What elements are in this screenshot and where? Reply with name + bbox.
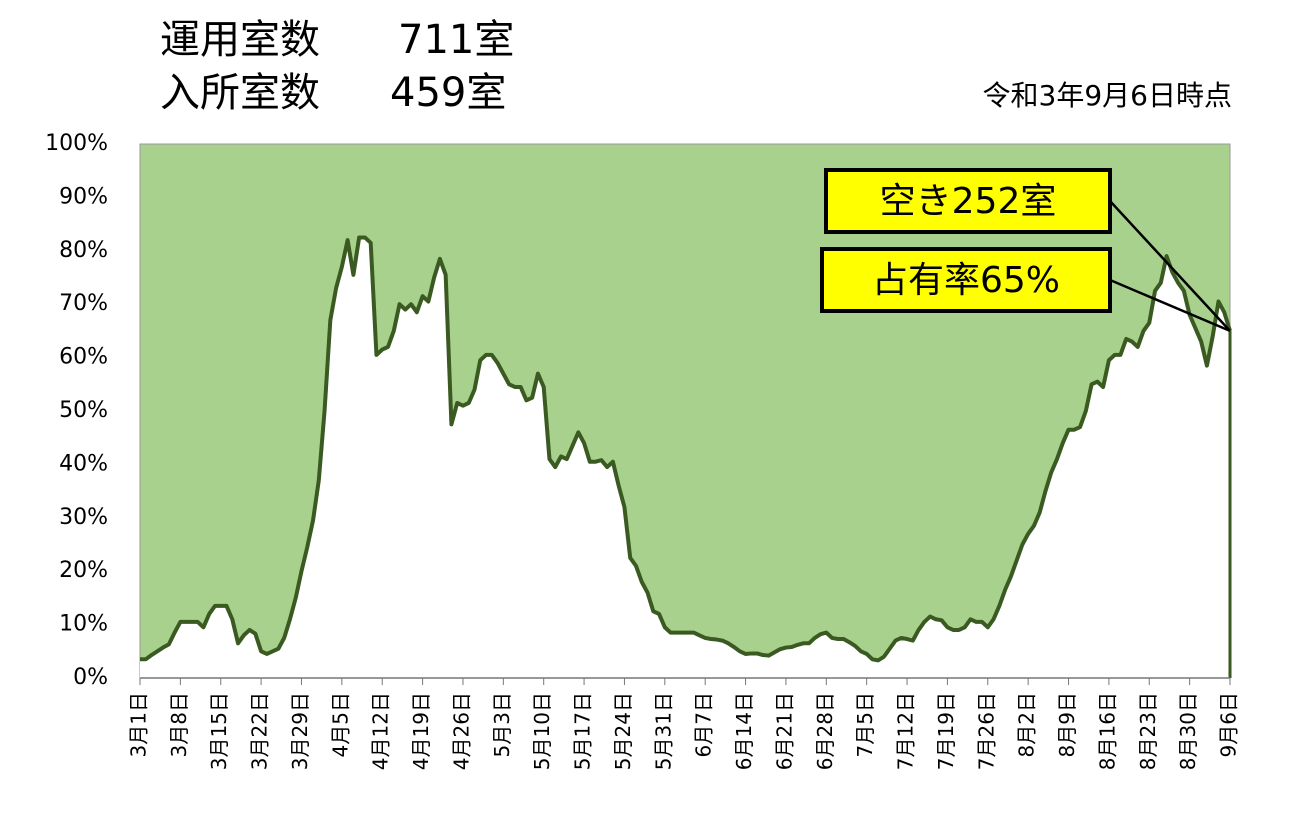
x-tick-label: 4月26日: [449, 692, 473, 770]
x-tick-label: 3月8日: [167, 692, 191, 757]
header-label: 入所室数: [160, 70, 320, 116]
x-tick-label: 4月12日: [369, 692, 393, 770]
x-tick-label: 3月15日: [207, 692, 231, 770]
annotation-text: 占有率65%: [872, 260, 1060, 301]
y-tick-label: 30%: [59, 505, 108, 530]
x-tick-label: 3月22日: [248, 692, 272, 770]
y-tick-label: 100%: [45, 131, 108, 156]
occupancy-line: [140, 235, 1232, 663]
y-tick-label: 70%: [59, 291, 108, 316]
y-tick-label: 60%: [59, 345, 108, 370]
x-tick-label: 7月26日: [974, 692, 998, 770]
x-tick-label: 7月12日: [894, 692, 918, 770]
x-tick-label: 6月28日: [813, 692, 837, 770]
leader-line: [1109, 200, 1231, 332]
y-tick-label: 40%: [59, 451, 108, 476]
y-tick-label: 80%: [59, 238, 108, 263]
x-tick-label: 8月16日: [1095, 692, 1119, 770]
header-value: 459室: [390, 70, 506, 116]
x-tick-label: 3月29日: [288, 692, 312, 770]
x-tick-label: 6月7日: [692, 692, 716, 757]
x-tick-label: 8月9日: [1055, 692, 1079, 757]
x-tick-label: 5月31日: [651, 692, 675, 770]
y-tick-label: 0%: [73, 665, 108, 690]
x-tick-label: 8月2日: [1015, 692, 1039, 757]
x-tick-label: 7月19日: [934, 692, 958, 770]
x-tick-label: 6月21日: [772, 692, 796, 770]
annotation-text: 空き252室: [880, 181, 1057, 222]
y-tick-label: 90%: [59, 184, 108, 209]
x-tick-label: 6月14日: [732, 692, 756, 770]
x-tick-label: 5月17日: [571, 692, 595, 770]
x-tick-label: 3月1日: [127, 692, 151, 757]
header-label: 運用室数: [160, 17, 320, 63]
x-tick-label: 7月5日: [853, 692, 877, 757]
x-tick-label: 8月30日: [1176, 692, 1200, 770]
x-tick-label: 9月6日: [1217, 692, 1241, 757]
y-tick-label: 50%: [59, 398, 108, 423]
subtitle: 令和3年9月6日時点: [983, 79, 1232, 112]
occupied-area: [140, 237, 1230, 678]
y-tick-label: 10%: [59, 612, 108, 637]
x-tick-label: 4月19日: [409, 692, 433, 770]
x-tick-label: 5月24日: [611, 692, 635, 770]
annotation-box: [820, 247, 1112, 313]
x-tick-label: 5月10日: [530, 692, 554, 770]
x-tick-label: 4月5日: [328, 692, 352, 757]
x-tick-label: 8月23日: [1136, 692, 1160, 770]
y-tick-label: 20%: [59, 558, 108, 583]
x-tick-label: 5月3日: [490, 692, 514, 757]
annotation-box: [824, 168, 1112, 234]
leader-line: [1109, 278, 1231, 333]
header-value: 711室: [398, 17, 514, 63]
